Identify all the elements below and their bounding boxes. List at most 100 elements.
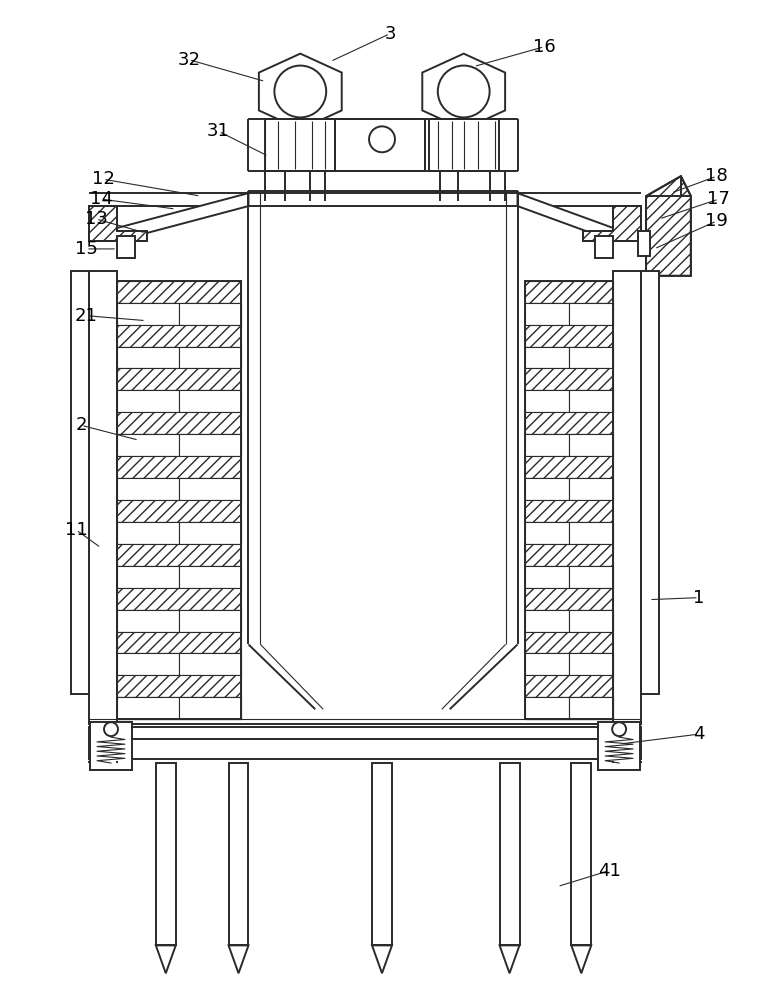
Bar [117, 434, 240, 456]
Bar [117, 412, 240, 434]
Bar [526, 675, 614, 697]
Text: 21: 21 [75, 307, 97, 325]
Bar [179, 303, 240, 325]
Bar [569, 390, 614, 412]
Polygon shape [259, 54, 342, 129]
Bar [569, 566, 614, 588]
Bar [117, 478, 179, 500]
Polygon shape [372, 945, 392, 973]
Bar [526, 281, 614, 719]
Polygon shape [229, 945, 249, 973]
Bar [179, 478, 240, 500]
Bar [117, 390, 240, 412]
Bar [526, 588, 614, 610]
Bar [526, 653, 614, 675]
Bar [117, 236, 135, 258]
Bar [526, 697, 614, 719]
Circle shape [438, 66, 490, 117]
Text: 14: 14 [90, 190, 112, 208]
Bar [569, 653, 614, 675]
Bar [526, 325, 614, 347]
Bar [179, 522, 240, 544]
Bar [117, 610, 240, 632]
Bar [90, 722, 132, 770]
Circle shape [369, 126, 395, 152]
Bar [569, 610, 614, 632]
Bar [117, 347, 179, 368]
Bar [117, 522, 240, 544]
Bar [526, 653, 569, 675]
Text: 2: 2 [75, 416, 87, 434]
Bar [526, 566, 614, 588]
Text: 13: 13 [85, 210, 107, 228]
Bar [117, 500, 240, 522]
Bar [526, 500, 614, 522]
Bar [179, 347, 240, 368]
Bar [117, 281, 240, 303]
Bar [598, 722, 640, 770]
Text: 16: 16 [533, 38, 556, 56]
Bar [526, 522, 569, 544]
Text: 12: 12 [92, 170, 115, 188]
Bar [614, 271, 641, 724]
Bar [500, 763, 519, 945]
Text: 17: 17 [708, 190, 731, 208]
Bar [117, 566, 240, 588]
Bar [526, 544, 614, 566]
Bar [526, 303, 614, 325]
Bar [638, 231, 650, 256]
Text: 15: 15 [75, 240, 97, 258]
Bar [117, 544, 240, 566]
Bar [372, 763, 392, 945]
Circle shape [612, 722, 626, 736]
Bar [117, 566, 179, 588]
Bar [526, 390, 614, 412]
Bar [156, 763, 176, 945]
Text: 32: 32 [177, 51, 200, 69]
Bar [117, 522, 179, 544]
Bar [117, 653, 179, 675]
Bar [526, 478, 614, 500]
Bar [117, 610, 179, 632]
Bar [117, 434, 179, 456]
Polygon shape [422, 54, 505, 129]
Bar [71, 271, 89, 694]
Bar [117, 456, 240, 478]
Bar [526, 566, 569, 588]
Bar [526, 390, 569, 412]
Bar [117, 347, 240, 368]
Bar [526, 281, 614, 303]
Bar [229, 763, 249, 945]
Polygon shape [117, 193, 249, 241]
Bar [526, 434, 569, 456]
Polygon shape [500, 945, 519, 973]
Bar [117, 325, 240, 347]
Text: 18: 18 [705, 167, 728, 185]
Bar [569, 478, 614, 500]
Bar [179, 697, 240, 719]
Text: 1: 1 [693, 589, 705, 607]
Bar [526, 347, 614, 368]
Polygon shape [646, 176, 691, 276]
Bar [117, 653, 240, 675]
Bar [641, 271, 659, 694]
Bar [569, 434, 614, 456]
Bar [265, 119, 335, 171]
Bar [117, 478, 240, 500]
Bar [179, 566, 240, 588]
Bar [526, 347, 569, 368]
Text: 31: 31 [207, 122, 230, 140]
Text: 19: 19 [705, 212, 728, 230]
Bar [117, 368, 240, 390]
Text: 11: 11 [65, 521, 87, 539]
Bar [526, 610, 614, 632]
Bar [117, 390, 179, 412]
Bar [569, 303, 614, 325]
Circle shape [104, 722, 118, 736]
Polygon shape [156, 945, 176, 973]
Bar [117, 697, 240, 719]
Bar [179, 390, 240, 412]
Polygon shape [517, 193, 614, 241]
Bar [595, 236, 614, 258]
Bar [179, 610, 240, 632]
